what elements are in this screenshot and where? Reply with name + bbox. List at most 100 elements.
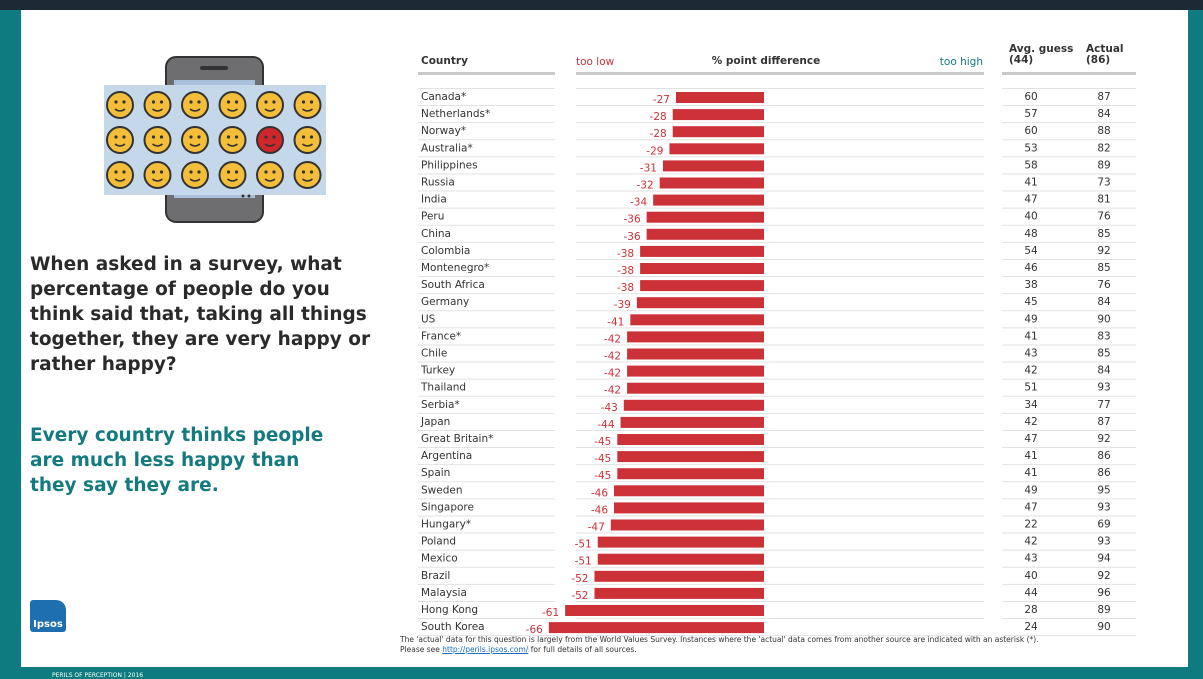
actual: 93 [1097, 382, 1110, 394]
country-label: Thailand [420, 382, 466, 394]
value-label: -45 [594, 470, 611, 482]
bar [646, 211, 764, 223]
emoji-eye [114, 170, 118, 174]
value-label: -45 [594, 453, 611, 465]
bar [594, 587, 764, 599]
value-label: -66 [526, 624, 543, 636]
bar [675, 92, 764, 103]
bar [597, 553, 764, 565]
emoji-eye [234, 170, 239, 174]
column-header: Actual [1086, 43, 1124, 55]
emoji-eye [151, 170, 156, 174]
actual: 87 [1097, 91, 1110, 103]
emoji-mouth [227, 178, 238, 182]
emoji [143, 126, 172, 154]
country-label: Netherlands* [421, 108, 490, 120]
value-label: -38 [617, 265, 634, 277]
actual: 93 [1097, 536, 1110, 548]
actual: 95 [1097, 484, 1110, 496]
country-label: Philippines [421, 159, 478, 171]
emoji [293, 161, 322, 189]
actual: 84 [1097, 365, 1111, 377]
bar [617, 451, 764, 463]
actual: 92 [1097, 570, 1110, 582]
emoji-mouth [264, 108, 276, 112]
bar [646, 228, 764, 240]
avg-guess: 48 [1024, 228, 1037, 240]
emoji-mouth [264, 178, 276, 182]
emoji-eye [151, 135, 156, 139]
emoji [293, 91, 322, 119]
header-rule [418, 72, 555, 75]
value-label: -61 [542, 607, 559, 619]
actual: 77 [1097, 399, 1110, 411]
note-line: Please see http://perils.ipsos.com/ for … [400, 645, 1140, 655]
note-text: Please see [400, 645, 440, 654]
bar [614, 502, 764, 514]
country-label: Sweden [421, 484, 463, 496]
bar [627, 331, 764, 343]
high-label: too high [940, 56, 983, 68]
actual: 73 [1097, 177, 1110, 189]
emoji-eye [309, 135, 314, 139]
value-label: -32 [637, 180, 654, 192]
actual: 89 [1097, 159, 1110, 171]
country-label: Peru [421, 211, 444, 223]
avg-guess: 43 [1024, 553, 1037, 565]
avg-guess: 58 [1024, 159, 1037, 171]
emoji-eye [159, 100, 164, 104]
phone-illustration [104, 56, 326, 223]
avg-guess: 49 [1024, 313, 1037, 325]
actual: 81 [1097, 194, 1110, 206]
country-label: Poland [421, 536, 456, 548]
actual: 85 [1097, 228, 1110, 240]
bar [623, 399, 764, 411]
emoji-eye [189, 170, 193, 174]
avg-guess: 22 [1024, 519, 1037, 531]
column-header: (44) [1009, 54, 1033, 66]
avg-guess: 53 [1024, 142, 1037, 154]
actual: 84 [1097, 108, 1111, 120]
value-label: -36 [623, 214, 640, 226]
note-link[interactable]: http://perils.ipsos.com/ [442, 645, 529, 654]
emoji-eye [122, 135, 126, 139]
emoji-eye [309, 100, 314, 104]
actual: 92 [1097, 245, 1110, 257]
emoji-eye [272, 170, 276, 174]
emoji [106, 91, 134, 119]
country-label: Canada* [421, 91, 466, 103]
value-label: -46 [591, 487, 608, 499]
emoji-mouth [189, 108, 201, 112]
note-text: for full details of all sources. [530, 645, 637, 654]
emoji [218, 126, 247, 154]
value-label: -45 [594, 436, 611, 448]
emoji-eye [189, 100, 193, 104]
avg-guess: 49 [1024, 484, 1037, 496]
value-label: -42 [604, 368, 621, 380]
country-label: Hungary* [421, 519, 471, 531]
value-label: -38 [617, 248, 634, 260]
actual: 85 [1097, 348, 1110, 360]
value-label: -29 [646, 145, 663, 157]
value-label: -52 [571, 590, 588, 602]
value-label: -36 [623, 231, 640, 243]
actual: 83 [1097, 330, 1110, 342]
avg-guess: 24 [1024, 621, 1038, 633]
country-label: Australia* [421, 142, 473, 154]
value-label: -51 [575, 539, 592, 551]
emoji [218, 91, 247, 119]
actual: 86 [1097, 467, 1111, 479]
actual: 88 [1097, 125, 1110, 137]
emoji-mouth [114, 143, 126, 147]
avg-guess: 34 [1024, 399, 1038, 411]
emoji-eye [301, 170, 306, 174]
country-label: South Africa [421, 279, 485, 291]
avg-guess: 40 [1024, 211, 1037, 223]
emoji [256, 126, 284, 154]
country-label: Russia [421, 177, 455, 189]
emoji-eye [159, 170, 164, 174]
emoji-eye [264, 100, 268, 104]
actual: 84 [1097, 296, 1111, 308]
emoji-eye [226, 135, 231, 139]
country-label: Serbia* [421, 399, 460, 411]
